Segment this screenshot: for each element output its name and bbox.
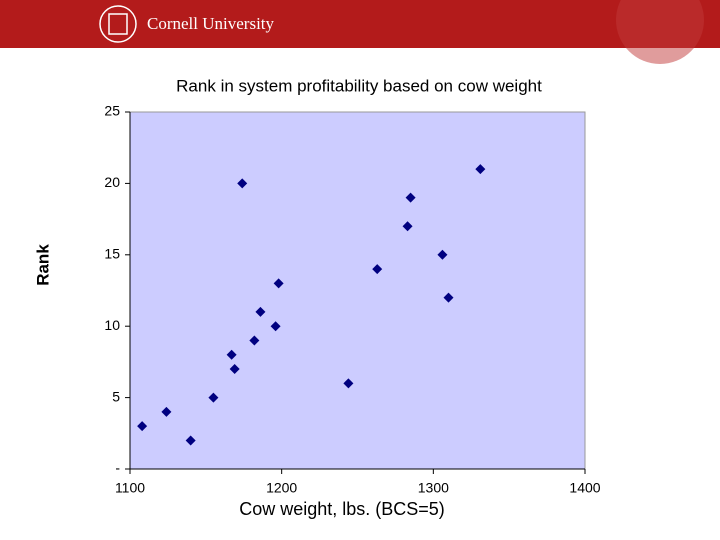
point bbox=[229, 364, 240, 375]
point bbox=[343, 378, 354, 389]
point bbox=[273, 278, 284, 289]
point bbox=[255, 306, 266, 317]
x-tick-label: 1100 bbox=[115, 480, 145, 496]
point bbox=[208, 392, 219, 403]
y-tick-label: 25 bbox=[104, 103, 120, 119]
x-tick-label: 1400 bbox=[569, 480, 600, 496]
header-seal bbox=[616, 0, 704, 64]
point bbox=[372, 264, 383, 275]
logo bbox=[99, 5, 137, 43]
point bbox=[437, 249, 448, 260]
point bbox=[475, 164, 486, 175]
brand: Cornell University bbox=[147, 14, 275, 33]
point bbox=[185, 435, 196, 446]
point bbox=[237, 178, 248, 189]
plot-area bbox=[129, 111, 586, 470]
x-tick-label: 1300 bbox=[418, 480, 449, 496]
chart-title: Rank in system profitability based on co… bbox=[176, 76, 542, 95]
x-tick-label: 1200 bbox=[266, 480, 297, 496]
y-tick-label: 10 bbox=[104, 317, 120, 333]
y-tick-label: 20 bbox=[104, 174, 120, 190]
point bbox=[443, 292, 454, 303]
logo-shield bbox=[108, 13, 128, 35]
point bbox=[226, 349, 237, 360]
point bbox=[137, 421, 148, 432]
point bbox=[402, 221, 413, 232]
point bbox=[161, 406, 172, 417]
y-tick-label: 5 bbox=[112, 388, 120, 404]
point bbox=[405, 192, 416, 203]
x-axis-label: Cow weight, lbs. (BCS=5) bbox=[239, 499, 445, 519]
y-tick-label: - bbox=[115, 460, 120, 476]
point bbox=[270, 321, 281, 332]
point bbox=[249, 335, 260, 346]
y-axis-label: Rank bbox=[33, 244, 52, 286]
header-band bbox=[0, 0, 720, 48]
y-tick-label: 15 bbox=[104, 246, 120, 262]
